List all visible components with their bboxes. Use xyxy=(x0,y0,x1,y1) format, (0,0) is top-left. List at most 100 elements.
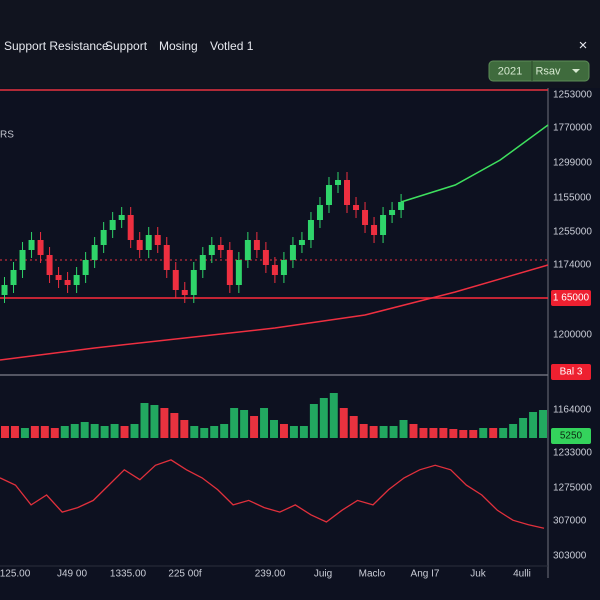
volume-bar xyxy=(130,424,139,438)
volume-bar xyxy=(519,418,528,438)
year-control[interactable] xyxy=(488,60,590,82)
volume-bar xyxy=(449,429,458,438)
volume-bar xyxy=(309,404,318,438)
volume-bar xyxy=(489,428,498,438)
volume-bar xyxy=(220,424,229,438)
price-label: 1200000 xyxy=(553,330,592,341)
volume-bar xyxy=(120,426,129,438)
candle-body xyxy=(199,255,206,270)
volume-bar xyxy=(439,428,448,438)
candle-body xyxy=(145,235,152,250)
candle-body xyxy=(28,240,35,250)
volume-bar xyxy=(240,410,249,438)
time-label: Ang I7 xyxy=(411,569,440,580)
close-button[interactable]: × xyxy=(579,37,588,54)
candle-body xyxy=(253,240,260,250)
time-label: 125.00 xyxy=(0,569,31,580)
volume-bar xyxy=(260,408,269,438)
candle-body xyxy=(334,180,341,185)
time-label: Juig xyxy=(314,569,332,580)
volume-bar xyxy=(250,416,259,438)
volume-bar xyxy=(230,408,239,438)
volume-bar xyxy=(429,428,438,438)
time-label: 239.00 xyxy=(255,569,286,580)
candle-body xyxy=(316,205,323,220)
volume-bar xyxy=(20,428,29,438)
candle-body xyxy=(37,240,44,255)
volume-bar xyxy=(80,422,89,438)
time-label: 1335.00 xyxy=(110,569,147,580)
volume-bar xyxy=(279,424,288,438)
volume-bar xyxy=(270,420,278,438)
year-button[interactable]: 2021 xyxy=(498,65,522,77)
candle-body xyxy=(10,270,17,285)
tab[interactable]: Mosing xyxy=(159,39,198,53)
candle-body xyxy=(235,260,242,285)
volume-bar xyxy=(339,408,348,438)
volume-bar xyxy=(100,426,109,438)
candle-body xyxy=(226,250,233,285)
candle-body xyxy=(208,245,215,255)
volume-bar xyxy=(30,426,39,438)
tab[interactable]: Support Resistance xyxy=(4,39,109,53)
price-label: 1164000 xyxy=(553,405,592,416)
volume-bar xyxy=(319,398,328,438)
volume-bar xyxy=(170,413,179,438)
candle-body xyxy=(46,255,53,275)
candle-body xyxy=(298,240,305,245)
candle-body xyxy=(163,245,170,270)
volume-bar xyxy=(479,428,488,438)
volume-bar xyxy=(409,424,418,438)
price-label: 1275000 xyxy=(553,483,592,494)
volume-bar xyxy=(369,426,378,438)
dropdown-arrow[interactable] xyxy=(572,69,580,73)
volume-bar xyxy=(299,426,308,438)
volume-bar xyxy=(140,403,149,438)
side-label: RS xyxy=(0,130,14,141)
candle-body xyxy=(271,265,278,275)
oscillator-line xyxy=(0,459,545,529)
volume-bar xyxy=(459,430,468,438)
candle-body xyxy=(172,270,179,290)
candle-body xyxy=(127,215,134,240)
tab[interactable]: Support xyxy=(105,39,148,53)
candle-body xyxy=(82,260,89,275)
price-label: 303000 xyxy=(553,551,587,562)
candle-body xyxy=(380,215,387,235)
price-badge xyxy=(551,428,591,444)
candle-body xyxy=(344,180,351,205)
candle-body xyxy=(181,290,188,295)
volume-bar xyxy=(160,408,169,438)
save-button[interactable]: Rsav xyxy=(535,65,561,77)
volume-bar xyxy=(529,412,538,438)
price-badge xyxy=(551,290,591,306)
overlay-line xyxy=(400,124,549,203)
volume-bar xyxy=(359,424,368,438)
volume-bar xyxy=(329,393,338,438)
volume-bar xyxy=(469,430,478,438)
time-label: Maclo xyxy=(359,569,386,580)
price-label: 1299000 xyxy=(553,158,592,169)
tab[interactable]: Votled 1 xyxy=(210,39,254,53)
volume-bar xyxy=(210,426,219,438)
price-label: 1233000 xyxy=(553,448,592,459)
volume-bar xyxy=(150,405,159,438)
volume-bar xyxy=(90,424,99,438)
candle-body xyxy=(307,220,314,240)
candle-body xyxy=(136,240,143,250)
volume-bar xyxy=(399,420,408,438)
candle-body xyxy=(389,210,396,215)
volume-bar xyxy=(419,428,428,438)
candle-body xyxy=(55,275,62,280)
candle-body xyxy=(91,245,98,260)
volume-bar xyxy=(180,420,189,438)
volume-bar xyxy=(200,428,209,438)
price-label: Bal 3 xyxy=(560,367,583,378)
candle-body xyxy=(217,245,224,250)
volume-bar xyxy=(70,424,79,438)
volume-bar xyxy=(10,426,19,438)
volume-bar xyxy=(539,410,547,438)
volume-bar xyxy=(60,426,69,438)
